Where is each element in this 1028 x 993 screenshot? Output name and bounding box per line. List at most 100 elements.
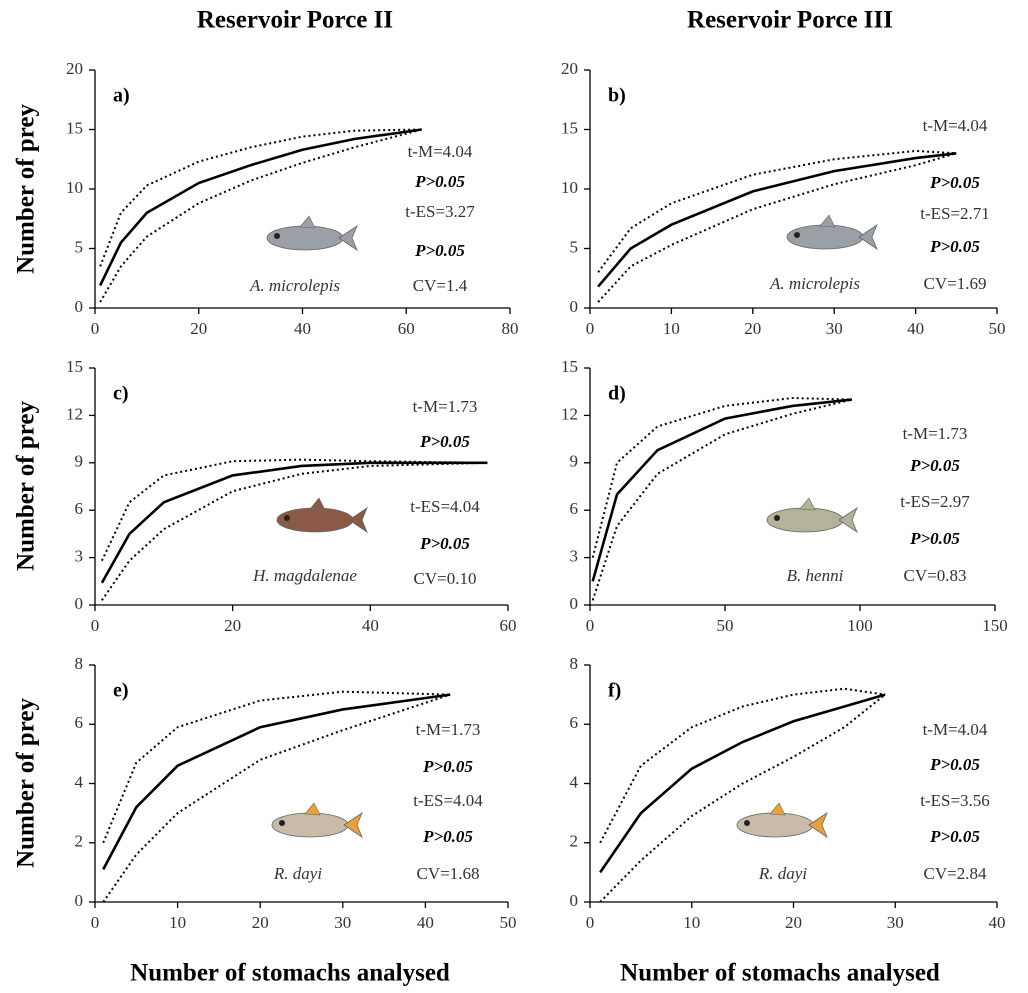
x-tick-label: 20 [744,319,761,338]
x-tick-label: 0 [586,913,595,932]
x-tick-label: 40 [362,616,379,635]
x-tick-label: 0 [91,319,100,338]
x-tick-label: 50 [500,913,517,932]
annotation: t-M=1.73 [416,720,481,739]
y-tick-label: 6 [570,713,579,732]
fish-eye [279,820,285,826]
species-name: H. magdalenae [252,566,357,585]
x-tick-label: 40 [989,913,1006,932]
x-tick-label: 40 [417,913,434,932]
annotation: t-ES=3.56 [920,791,990,810]
annotation: P>0.05 [929,173,980,192]
y-tick-label: 20 [66,59,83,78]
species-name: B. henni [787,566,844,585]
annotation: P>0.05 [909,529,960,548]
panel-label: a) [113,85,130,107]
annotation: P>0.05 [929,827,980,846]
y-tick-label: 15 [561,118,578,137]
y-axis-label: Number of prey [13,104,40,274]
bound-curve [599,693,886,903]
x-tick-label: 20 [785,913,802,932]
x-tick-label: 30 [826,319,843,338]
y-tick-label: 12 [561,404,578,423]
y-tick-label: 6 [75,713,84,732]
annotation: P>0.05 [909,456,960,475]
species-name: R. dayi [758,864,807,883]
fish-eye [794,232,800,238]
fish-eye [284,515,290,521]
fish-fin [304,802,321,816]
y-tick-label: 8 [75,654,84,673]
annotation: t-M=4.04 [923,720,988,739]
panel-label: d) [608,383,626,405]
fish-image [276,497,368,534]
annotation: t-ES=3.27 [405,202,475,221]
y-tick-label: 15 [66,357,83,376]
annotation: t-M=4.04 [923,116,988,135]
bound-curve [100,458,488,562]
x-tick-label: 100 [847,616,873,635]
annotation: CV=1.68 [417,864,480,883]
y-tick-label: 9 [570,452,579,471]
panel-label: c) [113,383,129,405]
y-axis-label: Number of prey [13,401,40,571]
x-tick-label: 50 [989,319,1006,338]
y-tick-label: 15 [561,357,578,376]
fish-eye [774,515,780,521]
bound-curve [597,152,957,303]
y-tick-label: 12 [66,404,83,423]
x-tick-label: 20 [252,913,269,932]
x-axis-label: Number of stomachs analysed [620,960,940,987]
y-tick-label: 0 [75,594,84,613]
x-tick-label: 10 [683,913,700,932]
bound-curve [591,398,853,601]
annotation: P>0.05 [419,534,470,553]
annotation: P>0.05 [419,432,470,451]
x-tick-label: 20 [190,319,207,338]
annotation: CV=0.10 [414,569,477,588]
annotation: P>0.05 [422,757,473,776]
fish-tail [858,223,878,251]
bound-curve [99,128,423,303]
column-title: Reservoir Porce II [197,7,393,34]
fish-fin [769,802,786,816]
fish-fin [799,497,816,511]
y-tick-label: 0 [570,594,579,613]
species-name: R. dayi [273,864,322,883]
annotation: P>0.05 [929,237,980,256]
mean-curve [99,128,422,286]
fish-fin [309,497,326,511]
species-name: A. microlepis [249,276,340,295]
annotation: P>0.05 [414,241,465,260]
y-tick-label: 0 [75,891,84,910]
fish-tail [808,811,828,839]
fish-fin [299,215,316,229]
fish-image [266,215,358,252]
y-tick-label: 0 [75,297,84,316]
y-tick-label: 0 [570,891,579,910]
y-tick-label: 3 [75,547,84,566]
panel-label: b) [608,85,626,107]
y-tick-label: 2 [570,832,579,851]
y-tick-label: 6 [570,499,579,518]
annotation: CV=1.4 [413,276,468,295]
x-tick-label: 10 [663,319,680,338]
bound-curve [102,693,451,903]
annotation: t-ES=4.04 [413,791,483,810]
y-tick-label: 4 [570,772,579,791]
fish-fin [819,214,836,228]
x-tick-label: 10 [169,913,186,932]
bound-curve [591,397,852,558]
y-tick-label: 0 [570,297,579,316]
annotation: t-ES=4.04 [410,497,480,516]
x-tick-label: 60 [398,319,415,338]
fish-tail [343,811,363,839]
x-tick-label: 20 [224,616,241,635]
x-tick-label: 40 [294,319,311,338]
fish-image [736,802,828,839]
y-tick-label: 6 [75,499,84,518]
fish-eye [274,233,280,239]
y-tick-label: 5 [570,237,579,256]
bound-curve [597,149,957,273]
